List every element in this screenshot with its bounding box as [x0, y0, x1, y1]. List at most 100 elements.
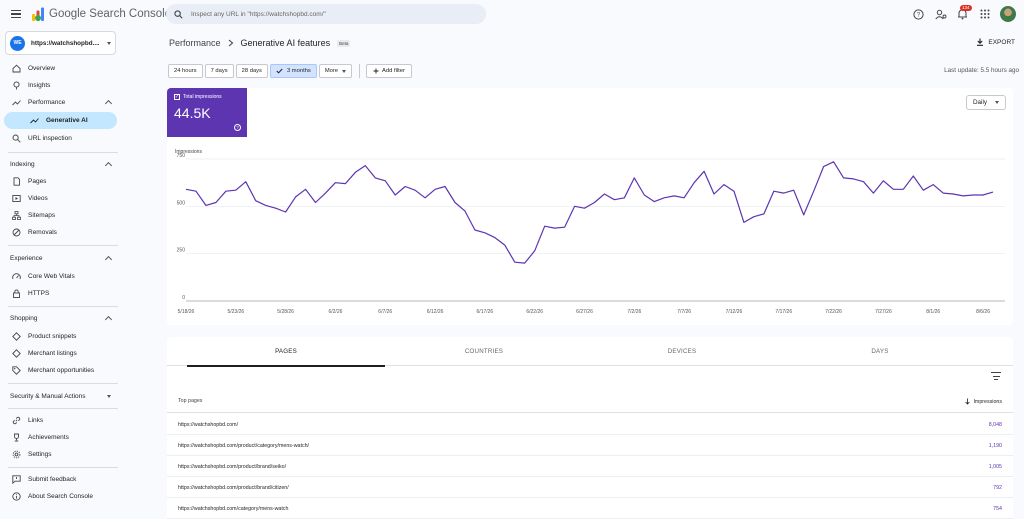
diamond-icon	[12, 332, 21, 341]
data-point	[663, 196, 666, 199]
column-impressions[interactable]: Impressions	[965, 398, 1002, 405]
sidebar-item-product-snippets[interactable]: Product snippets	[4, 328, 117, 345]
x-tick-label: 6/2/26	[328, 309, 342, 315]
sidebar-item-sitemaps[interactable]: Sitemaps	[4, 207, 117, 224]
page-title: Generative AI features	[240, 38, 331, 48]
column-label: Impressions	[973, 398, 1002, 405]
sidebar-item-achievements[interactable]: Achievements	[4, 429, 117, 446]
data-point	[294, 196, 297, 199]
tab-days[interactable]: DAYS	[871, 348, 889, 355]
sidebar-divider	[8, 152, 118, 153]
data-point	[583, 207, 586, 210]
chevron-down-icon	[107, 41, 111, 45]
data-point	[723, 183, 726, 186]
filter-rows-icon[interactable]	[991, 372, 1001, 380]
y-tick-label: 500	[177, 200, 186, 206]
sidebar-item-insights[interactable]: Insights	[4, 77, 117, 94]
breadcrumb-parent[interactable]: Performance	[169, 38, 221, 48]
search-console-logo[interactable]	[31, 7, 45, 22]
data-point	[733, 190, 736, 193]
data-point	[324, 192, 327, 195]
app-title[interactable]: Google Search Console	[49, 8, 172, 20]
table-row[interactable]: https://watchshopbd.com/category/mens-wa…	[167, 498, 1013, 519]
help-icon[interactable]: ?	[234, 124, 241, 131]
total-impressions-tile[interactable]: ✓ Total impressions 44.5K ?	[167, 88, 247, 137]
section-indexing[interactable]: Indexing	[4, 156, 117, 172]
sidebar-item-overview[interactable]: Overview	[4, 60, 117, 77]
data-point	[384, 179, 387, 182]
sidebar-item-videos[interactable]: Videos	[4, 190, 117, 207]
sidebar-item-pages[interactable]: Pages	[4, 173, 117, 190]
sidebar-item-links[interactable]: Links	[4, 412, 117, 429]
sidebar-item-label: Merchant opportunities	[28, 367, 95, 374]
chevron-up-icon	[104, 161, 113, 169]
main-menu-icon[interactable]	[11, 10, 21, 18]
data-point	[782, 192, 785, 195]
data-point	[454, 201, 457, 204]
data-point	[912, 175, 915, 178]
sidebar-item-label: Product snippets	[28, 333, 77, 340]
data-point	[952, 193, 955, 196]
data-point	[225, 190, 228, 193]
add-filter-button[interactable]: Add filter	[366, 64, 412, 78]
sidebar-item-settings[interactable]: Settings	[4, 446, 117, 463]
range-3-months[interactable]: 3 months	[269, 64, 317, 78]
export-button[interactable]: EXPORT	[976, 38, 1015, 46]
beta-badge: Beta	[337, 39, 351, 47]
data-point	[842, 177, 845, 180]
sidebar-item-core-web-vitals[interactable]: Core Web Vitals	[4, 268, 117, 285]
tab-countries[interactable]: COUNTRIES	[464, 348, 504, 355]
sidebar-item-submit-feedback[interactable]: Submit feedback	[4, 471, 117, 488]
section-experience[interactable]: Experience	[4, 250, 117, 266]
property-selector[interactable]: WE https://watchshopbd....	[5, 31, 116, 55]
data-point	[643, 194, 646, 197]
data-point	[533, 249, 536, 252]
data-point	[703, 170, 706, 173]
apps-grid-icon[interactable]	[978, 8, 991, 21]
data-point	[464, 210, 467, 213]
range-7-days[interactable]: 7 days	[204, 64, 234, 78]
tab-devices[interactable]: DEVICES	[667, 348, 697, 355]
x-tick-label: 7/27/26	[875, 309, 892, 315]
sidebar-item-about[interactable]: About Search Console	[4, 488, 117, 505]
range-28-days[interactable]: 28 days	[235, 64, 268, 78]
data-point	[404, 185, 407, 188]
help-icon[interactable]: ?	[912, 8, 925, 21]
data-point	[494, 236, 497, 239]
section-shopping[interactable]: Shopping	[4, 310, 117, 326]
page-url: https://watchshopbd.com/product/brand/ci…	[178, 485, 289, 491]
section-security-manual-actions[interactable]: Security & Manual Actions	[4, 388, 117, 404]
range-24-hours[interactable]: 24 hours	[168, 64, 203, 78]
table-row[interactable]: https://watchshopbd.com/product/brand/se…	[167, 456, 1013, 477]
data-point	[374, 177, 377, 180]
table-row[interactable]: https://watchshopbd.com/ 8,048	[167, 414, 1013, 435]
more-ranges-dropdown[interactable]: More	[318, 64, 353, 78]
sidebar-item-url-inspection[interactable]: URL inspection	[4, 130, 117, 147]
table-header: Top pages Impressions	[167, 389, 1013, 413]
add-filter-label: Add filter	[382, 68, 405, 74]
account-avatar[interactable]	[1000, 6, 1016, 22]
sidebar-item-merchant-listings[interactable]: Merchant listings	[4, 345, 117, 362]
x-tick-label: 8/1/26	[926, 309, 940, 315]
url-inspect-search[interactable]: Inspect any URL in "https://watchshopbd.…	[166, 4, 486, 24]
breakdown-tabs: PAGES COUNTRIES DEVICES DAYS	[167, 337, 1013, 367]
tab-pages[interactable]: PAGES	[187, 337, 385, 367]
data-point	[603, 193, 606, 196]
manage-users-icon[interactable]	[934, 8, 947, 21]
filter-divider	[359, 64, 361, 78]
sidebar-item-label: Links	[28, 417, 44, 424]
sidebar-item-merchant-opportunities[interactable]: Merchant opportunities	[4, 362, 117, 379]
granularity-dropdown[interactable]: Daily	[966, 95, 1006, 110]
table-row[interactable]: https://watchshopbd.com/product/brand/ci…	[167, 477, 1013, 498]
metric-label: Total impressions	[183, 94, 222, 100]
sidebar-item-generative-ai[interactable]: Generative AI	[4, 112, 117, 129]
data-point	[653, 200, 656, 203]
sidebar-item-https[interactable]: HTTPS	[4, 285, 117, 302]
data-point	[753, 215, 756, 218]
sidebar-item-performance[interactable]: Performance	[4, 94, 117, 111]
data-point	[812, 190, 815, 193]
sidebar-item-removals[interactable]: Removals	[4, 224, 117, 241]
table-row[interactable]: https://watchshopbd.com/product/category…	[167, 435, 1013, 456]
notifications-icon[interactable]: 134	[956, 4, 972, 21]
